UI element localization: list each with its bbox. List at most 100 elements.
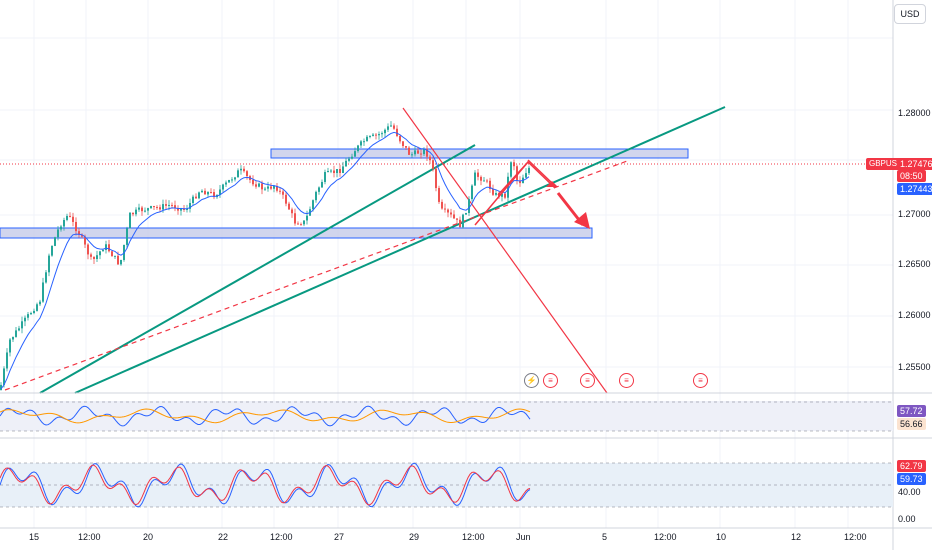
candle-body <box>444 208 446 210</box>
candle-body <box>45 272 47 283</box>
support-zone[interactable] <box>0 227 593 239</box>
us-flag-icon[interactable]: ≡ <box>693 373 708 388</box>
dashed-trend-line[interactable] <box>4 159 631 391</box>
candle-body <box>189 202 191 209</box>
candle-body <box>426 148 428 157</box>
candle-body <box>294 213 296 224</box>
candle-body <box>120 259 122 265</box>
candle-body <box>486 180 488 182</box>
candle-body <box>291 209 293 214</box>
candle-body <box>177 208 179 211</box>
candle-body <box>225 182 227 185</box>
us-flag-icon[interactable]: ≡ <box>619 373 634 388</box>
candle-body <box>513 162 515 167</box>
candle-body <box>168 204 170 206</box>
candle-body <box>60 226 62 230</box>
candle-body <box>264 188 266 190</box>
candle-body <box>483 180 485 182</box>
us-flag-icon[interactable]: ≡ <box>543 373 558 388</box>
candle-body <box>141 207 143 212</box>
candle-body <box>468 199 470 213</box>
candle-body <box>207 192 209 195</box>
candle-body <box>345 160 347 167</box>
time-label: Jun <box>516 532 531 542</box>
candle-body <box>48 255 50 273</box>
flash-icon[interactable]: ⚡ <box>524 373 539 388</box>
candle-body <box>501 193 503 197</box>
rsi-signal-line <box>0 408 531 424</box>
candle-body <box>525 173 527 178</box>
candle-body <box>18 328 20 331</box>
candle-body <box>336 169 338 174</box>
indicator2-value-a: 62.79 <box>897 460 926 472</box>
time-label: 12:00 <box>270 532 293 542</box>
price-label: 1.27000 <box>898 209 931 219</box>
stoch-d-line <box>0 464 531 506</box>
candle-body <box>228 179 230 183</box>
time-label: 20 <box>143 532 154 542</box>
candle-body <box>396 128 398 137</box>
candle-body <box>297 223 299 225</box>
candle-body <box>165 204 167 206</box>
candle-body <box>375 134 377 136</box>
stoch-k-line <box>0 462 531 508</box>
candle-body <box>348 158 350 161</box>
candle-body <box>504 193 506 198</box>
arrow-head-1-icon <box>546 181 558 187</box>
candle-body <box>192 196 194 203</box>
arrow-head-2-icon <box>574 212 590 229</box>
candle-body <box>324 172 326 182</box>
candle-body <box>204 190 206 195</box>
candle-body <box>327 171 329 173</box>
candle-body <box>147 208 149 211</box>
candle-body <box>306 215 308 221</box>
candle-body <box>393 125 395 129</box>
candle-body <box>258 183 260 187</box>
trend-line-1[interactable] <box>39 144 476 394</box>
rsi-line <box>0 405 531 427</box>
main-pane <box>0 0 893 393</box>
candle-body <box>387 126 389 130</box>
candle-body <box>420 153 422 155</box>
down-trend-line[interactable] <box>402 107 608 394</box>
candle-body <box>276 186 278 191</box>
time-label: 29 <box>409 532 420 542</box>
candle-body <box>57 229 59 238</box>
price-label: 1.28000 <box>898 108 931 118</box>
candle-body <box>219 189 221 195</box>
candle-body <box>129 212 131 229</box>
time-label: 5 <box>602 532 608 542</box>
candle-body <box>318 187 320 192</box>
candle-body <box>402 141 404 147</box>
candles <box>0 121 530 391</box>
candle-body <box>339 169 341 173</box>
candle-body <box>72 216 74 222</box>
time-label: 22 <box>218 532 229 542</box>
candle-body <box>234 177 236 180</box>
candle-body <box>75 221 77 232</box>
candle-body <box>30 313 32 315</box>
indicator1-value-b: 56.66 <box>897 418 926 430</box>
candle-body <box>528 167 530 174</box>
indicator2-level: 0.00 <box>898 514 916 524</box>
candle-body <box>6 352 8 369</box>
candle-body <box>135 209 137 215</box>
indicator2-value-b: 59.73 <box>897 473 926 485</box>
candle-body <box>9 339 11 353</box>
candle-body <box>180 208 182 211</box>
currency-button[interactable]: USD <box>894 4 926 24</box>
us-flag-icon[interactable]: ≡ <box>580 373 595 388</box>
time-label: 12:00 <box>78 532 101 542</box>
candle-body <box>66 215 68 220</box>
candle-body <box>489 180 491 190</box>
candle-body <box>174 205 176 209</box>
candle-body <box>78 231 80 235</box>
projection-arrow-1 <box>527 159 553 184</box>
candle-body <box>333 170 335 174</box>
candle-body <box>342 166 344 173</box>
resistance-zone[interactable] <box>270 148 689 159</box>
candle-body <box>411 154 413 156</box>
candle-body <box>27 314 29 318</box>
trend-line-2[interactable] <box>74 106 726 394</box>
